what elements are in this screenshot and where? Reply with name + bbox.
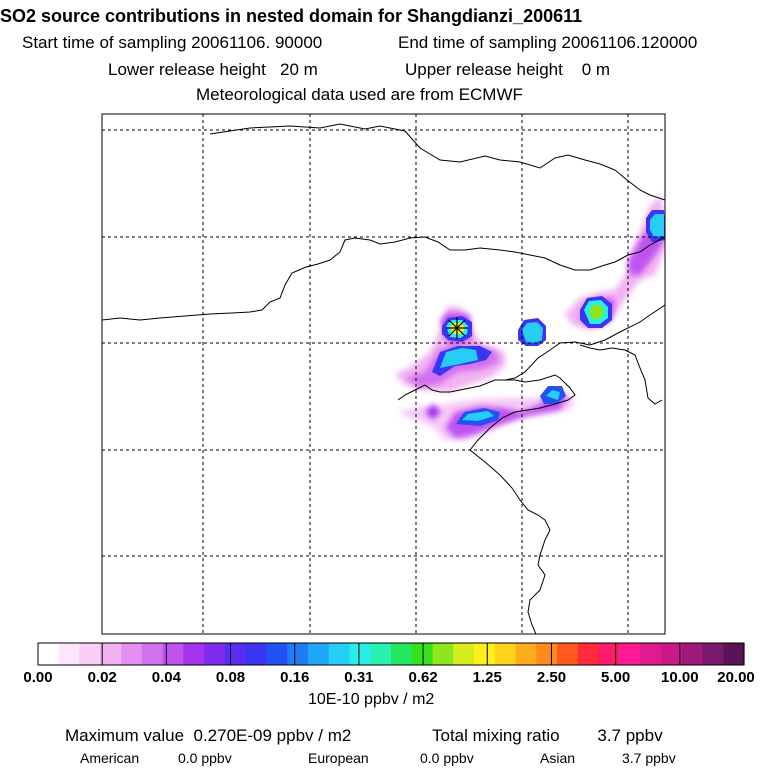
start-time: Start time of sampling 20061106. 90000 — [22, 33, 322, 53]
total-mixing-ratio-label: Total mixing ratio — [432, 726, 560, 745]
colorbar-cell — [619, 643, 641, 665]
colorbar-cell — [307, 643, 330, 665]
concentration-field — [395, 196, 665, 440]
colorbar-cell — [38, 643, 60, 665]
upper-release-label: Upper release height — [405, 60, 563, 79]
colorbar-cell — [58, 643, 81, 665]
end-time-label: End time of sampling — [398, 33, 557, 52]
region-american-name: American — [80, 750, 140, 766]
colorbar-cells — [38, 643, 745, 665]
colorbar-cell — [121, 643, 143, 665]
start-time-value: 20061106. 90000 — [191, 33, 323, 52]
coast-bohai-north — [424, 304, 665, 393]
lower-release-label: Lower release height — [108, 60, 266, 79]
colorbar-cell — [577, 643, 600, 665]
colorbar-cell — [349, 643, 371, 665]
colorbar-cell — [162, 643, 184, 665]
colorbar-tick-label: 0.08 — [215, 669, 246, 686]
maximum-value-label: Maximum value — [65, 726, 185, 745]
colorbar-cell — [640, 643, 662, 665]
colorbar-cell — [598, 643, 621, 665]
coast-korea — [579, 344, 663, 405]
colorbar-cell — [370, 643, 392, 665]
colorbar-cell — [328, 643, 351, 665]
colorbar-tick-label: 2.50 — [536, 669, 567, 686]
colorbar-cell — [432, 643, 454, 665]
colorbar-tick-label: 20.00 — [717, 669, 755, 686]
colorbar-frame — [37, 642, 745, 666]
total-mixing-ratio: Total mixing ratio 3.7 ppbv — [432, 726, 663, 746]
region-asian-value: 3.7 ppbv — [622, 750, 676, 766]
colorbar-cell — [453, 643, 475, 665]
upper-release: Upper release height 0 m — [405, 60, 610, 80]
colorbar-tick-label: 10.00 — [661, 669, 699, 686]
region-european-name: European — [308, 750, 369, 766]
colorbar-cell — [141, 643, 164, 665]
colorbar-tick-label: 0.04 — [151, 669, 181, 686]
region-european-value: 0.0 ppbv — [420, 750, 474, 766]
colorbar-cell — [411, 643, 434, 665]
colorbar-cell — [536, 643, 558, 665]
colorbar-tick-label: 5.00 — [601, 669, 631, 686]
colorbar-cell — [391, 643, 413, 665]
lat-lon-grid — [102, 114, 665, 634]
start-time-label: Start time of sampling — [22, 33, 187, 52]
coast-tianjin — [397, 384, 426, 401]
border-line-south — [102, 236, 665, 321]
colorbar-ticks — [37, 643, 745, 665]
upper-release-value: 0 m — [581, 60, 611, 79]
colorbar-tick-label: 0.31 — [344, 669, 374, 686]
lower-release-value: 20 m — [280, 60, 318, 79]
colorbar-cell — [204, 643, 226, 665]
coastlines — [102, 123, 665, 634]
coast-bohai-south — [469, 374, 576, 634]
colorbar-tick-label: 0.00 — [23, 669, 53, 686]
colorbar-cell — [681, 643, 704, 665]
colorbar-cell — [100, 643, 122, 665]
total-mixing-ratio-value: 3.7 ppbv — [597, 726, 663, 745]
colorbar-cell — [494, 643, 517, 665]
colorbar-tick-label: 0.16 — [280, 669, 310, 686]
colorbar-cell — [723, 643, 745, 665]
plume-mid — [405, 222, 664, 438]
border-line-north — [209, 123, 665, 201]
end-time-value: 20061106.120000 — [561, 33, 698, 52]
region-american-value: 0.0 ppbv — [178, 750, 232, 766]
colorbar-units: 10E-10 ppbv / m2 — [308, 691, 435, 708]
colorbar-cell — [474, 643, 496, 665]
met-data-line: Meteorological data used are from ECMWF — [196, 85, 523, 104]
colorbar-tick-label: 0.02 — [87, 669, 117, 686]
colorbar-tick-label: 1.25 — [472, 669, 502, 686]
colorbar-cell — [702, 643, 724, 665]
colorbar-cell — [79, 643, 101, 665]
colorbar-tick-label: 0.62 — [408, 669, 438, 686]
colorbar-cell — [557, 643, 579, 665]
end-time: End time of sampling 20061106.120000 — [398, 33, 697, 53]
lower-release: Lower release height 20 m — [108, 60, 318, 80]
plot-title: SO2 source contributions in nested domai… — [0, 6, 583, 26]
colorbar-cell — [266, 643, 288, 665]
map-frame — [101, 113, 666, 635]
region-asian-name: Asian — [540, 750, 576, 766]
colorbar-cell — [660, 643, 683, 665]
colorbar-cell — [245, 643, 268, 665]
colorbar-cell — [183, 643, 205, 665]
plume-core — [432, 210, 665, 426]
colorbar-cell — [224, 643, 247, 665]
asterisk-icon — [446, 317, 468, 339]
colorbar-cell — [287, 643, 309, 665]
colorbar-cell — [515, 643, 537, 665]
plume-outer — [395, 196, 665, 440]
maximum-value-number: 0.270E-09 ppbv / m2 — [193, 726, 352, 745]
maximum-value: Maximum value 0.270E-09 ppbv / m2 — [65, 726, 351, 746]
